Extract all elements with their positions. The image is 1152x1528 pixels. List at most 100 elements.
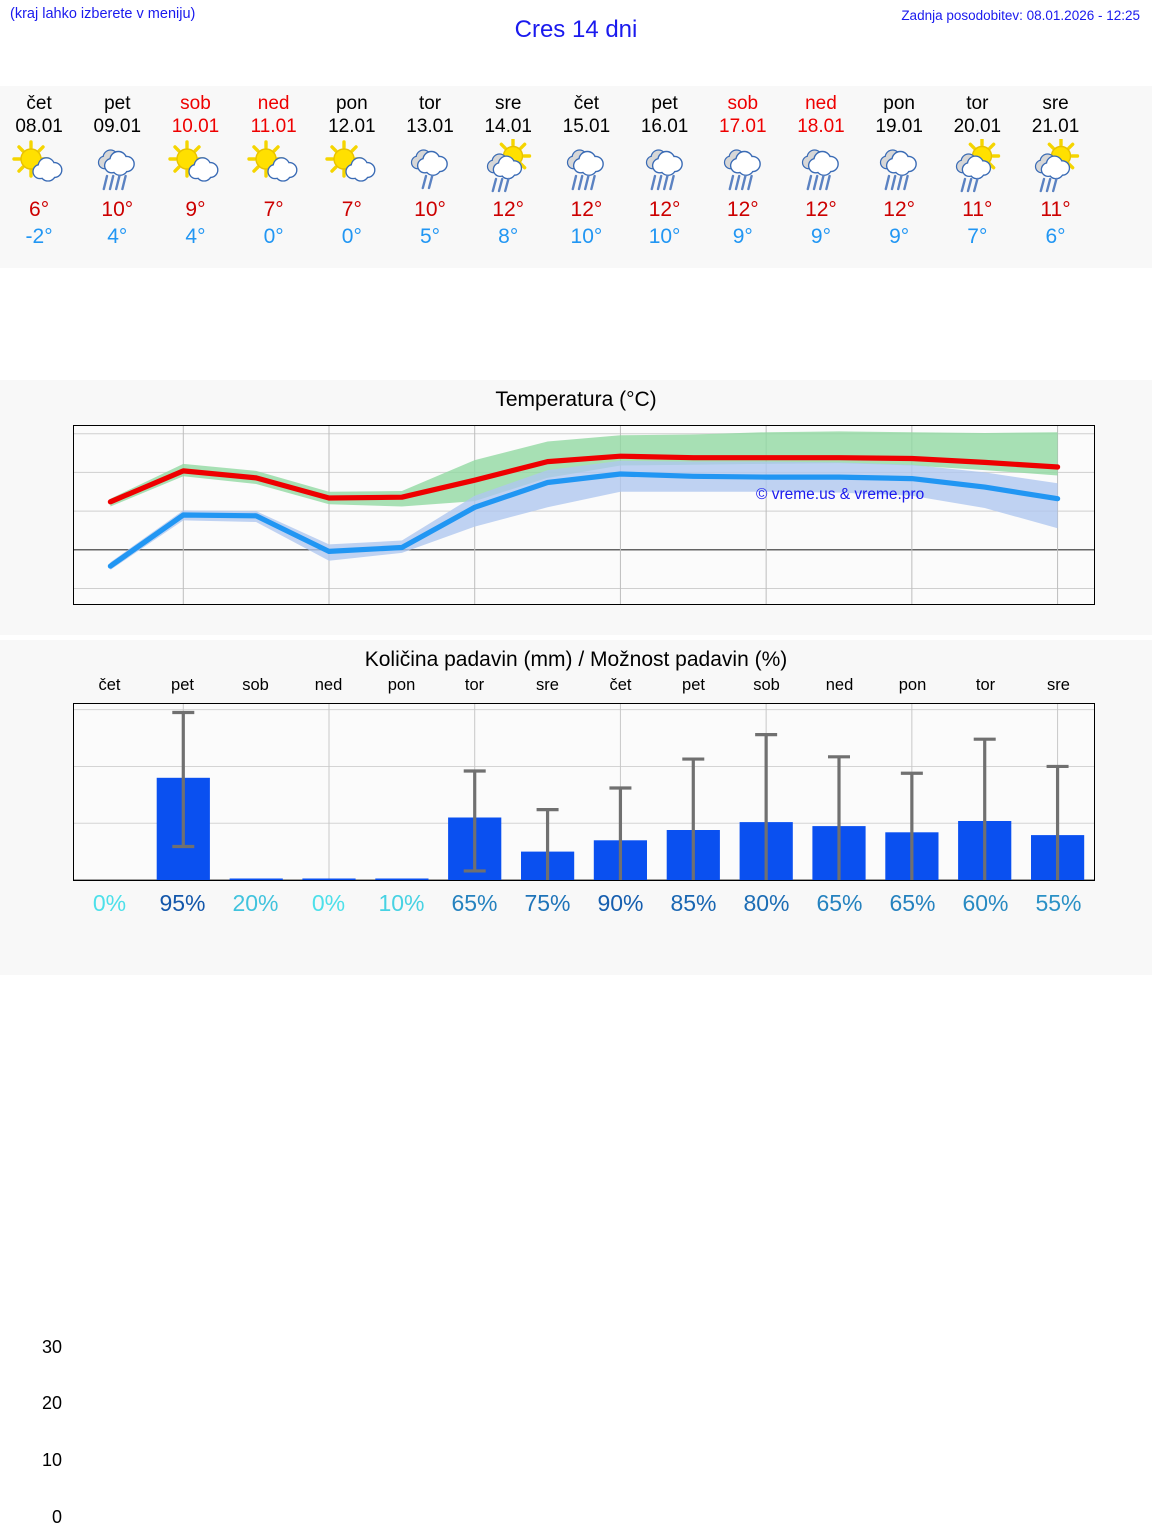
precipitation-probability-value: 20% bbox=[232, 890, 279, 916]
precipitation-day-label: čet bbox=[98, 676, 121, 694]
min-temperature-value: 9° bbox=[810, 225, 831, 248]
day-of-week-label: čet bbox=[26, 93, 52, 114]
precipitation-day-label: pet bbox=[171, 676, 194, 694]
daily-forecast-strip: čet 08.01 6° -2° pet 09.01 10° 4° sob 10.01 9° 4° ne… bbox=[0, 86, 1152, 268]
min-temperature-value: 6° bbox=[1045, 225, 1066, 248]
precipitation-day-label: sre bbox=[536, 676, 559, 694]
day-of-week-label: čet bbox=[573, 93, 600, 114]
temperature-plot-area: © vreme.us & vreme.pro bbox=[73, 425, 1095, 605]
day-of-week-label: tor bbox=[966, 93, 989, 114]
temperature-chart-title: Temperatura (°C) bbox=[495, 388, 657, 411]
min-temperature-value: 9° bbox=[889, 225, 910, 248]
max-temperature-value: 10° bbox=[414, 198, 446, 221]
min-temperature-value: 0° bbox=[341, 225, 362, 248]
max-temperature-value: 10° bbox=[101, 198, 134, 221]
cloud-rain-icon bbox=[634, 139, 696, 195]
min-temperature-value: 0° bbox=[263, 225, 284, 248]
min-temperature-value: -2° bbox=[25, 225, 53, 248]
day-column[interactable]: ned 11.01 7° 0° bbox=[235, 86, 313, 268]
day-of-week-label: pet bbox=[651, 93, 678, 114]
sun-cloud-rain-icon bbox=[477, 139, 539, 195]
day-date-label: 13.01 bbox=[406, 116, 454, 137]
precipitation-y-tick-label: 10 bbox=[41, 1450, 62, 1471]
day-date-label: 11.01 bbox=[250, 116, 297, 137]
precipitation-day-label: sre bbox=[1047, 676, 1070, 694]
day-column[interactable]: sre 21.01 11° 6° bbox=[1016, 86, 1094, 268]
day-column[interactable]: pon 19.01 12° 9° bbox=[860, 86, 938, 268]
day-date-label: 21.01 bbox=[1031, 116, 1080, 137]
sun-cloud-icon bbox=[243, 139, 305, 195]
precipitation-day-label: sob bbox=[242, 676, 269, 694]
day-column[interactable]: čet 08.01 6° -2° bbox=[0, 86, 78, 268]
max-temperature-value: 6° bbox=[29, 198, 50, 221]
day-date-label: 10.01 bbox=[171, 116, 220, 137]
max-temperature-value: 12° bbox=[492, 198, 525, 221]
temperature-series-svg bbox=[74, 426, 1094, 604]
precipitation-day-labels: čet pet sob ned pon tor sre čet pet sob ned pon tor s… bbox=[73, 676, 1095, 700]
max-temperature-value: 11° bbox=[1040, 198, 1071, 221]
cloud-rain-icon bbox=[555, 139, 617, 195]
cloud-rain-icon bbox=[712, 139, 774, 195]
day-column[interactable]: sob 17.01 12° 9° bbox=[704, 86, 782, 268]
precipitation-probability-value: 10% bbox=[378, 890, 425, 916]
precipitation-probability-value: 95% bbox=[159, 890, 206, 916]
last-updated-text: Zadnja posodobitev: 08.01.2026 - 12:25 bbox=[901, 8, 1140, 23]
min-temperature-value: 5° bbox=[419, 225, 441, 248]
day-of-week-label: pon bbox=[883, 93, 915, 114]
max-temperature-value: 11° bbox=[962, 198, 993, 221]
temperature-chart-panel: Temperatura (°C) −5051015 © vreme.us & v… bbox=[0, 380, 1152, 976]
precipitation-probability-value: 60% bbox=[962, 890, 1009, 916]
precipitation-chart-panel: Količina padavin (mm) / Možnost padavin … bbox=[0, 640, 1152, 1527]
day-column[interactable]: sob 10.01 9° 4° bbox=[156, 86, 234, 268]
day-column[interactable]: ned 18.01 12° 9° bbox=[782, 86, 860, 268]
day-column[interactable]: tor 13.01 10° 5° bbox=[391, 86, 469, 268]
precipitation-day-label: pet bbox=[682, 676, 705, 694]
day-date-label: 12.01 bbox=[328, 116, 376, 137]
precipitation-day-label: pon bbox=[898, 676, 927, 694]
day-of-week-label: sob bbox=[180, 93, 211, 114]
sun-cloud-rain-icon bbox=[946, 139, 1008, 195]
day-date-label: 14.01 bbox=[484, 116, 532, 137]
precipitation-probability-value: 65% bbox=[889, 890, 936, 916]
precipitation-y-tick-label: 30 bbox=[41, 1336, 62, 1357]
precipitation-probability-value: 0% bbox=[92, 890, 127, 916]
day-of-week-label: tor bbox=[418, 93, 442, 114]
min-temperature-value: 10° bbox=[648, 225, 681, 248]
max-temperature-value: 7° bbox=[263, 198, 284, 221]
precipitation-probability-value: 55% bbox=[1035, 890, 1082, 916]
day-column[interactable]: pet 16.01 12° 10° bbox=[626, 86, 704, 268]
watermark-text: © vreme.us & vreme.pro bbox=[756, 486, 925, 503]
day-column[interactable]: tor 20.01 11° 7° bbox=[938, 86, 1016, 268]
min-temperature-value: 9° bbox=[732, 225, 753, 248]
day-column[interactable]: pet 09.01 10° 4° bbox=[78, 86, 156, 268]
precipitation-y-tick-label: 0 bbox=[51, 1507, 62, 1527]
precipitation-bars-svg bbox=[74, 704, 1094, 880]
day-date-label: 20.01 bbox=[953, 116, 1002, 137]
day-column[interactable]: sre 14.01 12° 8° bbox=[469, 86, 547, 268]
max-temperature-value: 12° bbox=[570, 198, 603, 221]
cloud-rain-icon bbox=[790, 139, 852, 195]
day-date-label: 08.01 bbox=[15, 116, 63, 137]
cloud-rain-icon bbox=[868, 139, 930, 195]
menu-hint-text: (kraj lahko izberete v meniju) bbox=[10, 6, 196, 22]
day-of-week-label: sre bbox=[1042, 93, 1069, 114]
precipitation-day-label: čet bbox=[609, 676, 632, 694]
day-date-label: 18.01 bbox=[797, 116, 845, 137]
day-of-week-label: pon bbox=[335, 93, 368, 114]
page-header: (kraj lahko izberete v meniju) Cres 14 d… bbox=[0, 0, 1152, 62]
day-date-label: 17.01 bbox=[719, 116, 767, 137]
precipitation-day-label: tor bbox=[975, 676, 996, 694]
day-column[interactable]: pon 12.01 7° 0° bbox=[313, 86, 391, 268]
min-temperature-value: 8° bbox=[498, 225, 519, 248]
min-temperature-value: 7° bbox=[967, 225, 988, 248]
sun-cloud-icon bbox=[8, 139, 70, 195]
precipitation-probability-row: 0% 95% 20% 0% 10% 65% 75% 90% 85% 80% 65% 65% 60% 55% bbox=[73, 890, 1095, 926]
precipitation-probability-value: 65% bbox=[816, 890, 863, 916]
day-date-label: 16.01 bbox=[640, 116, 689, 137]
precipitation-probability-value: 90% bbox=[597, 890, 644, 916]
day-column[interactable]: čet 15.01 12° 10° bbox=[547, 86, 625, 268]
cloud-rain-light-icon bbox=[399, 139, 461, 195]
min-temperature-value: 10° bbox=[570, 225, 603, 248]
max-temperature-value: 12° bbox=[883, 198, 916, 221]
max-temperature-value: 12° bbox=[726, 198, 759, 221]
